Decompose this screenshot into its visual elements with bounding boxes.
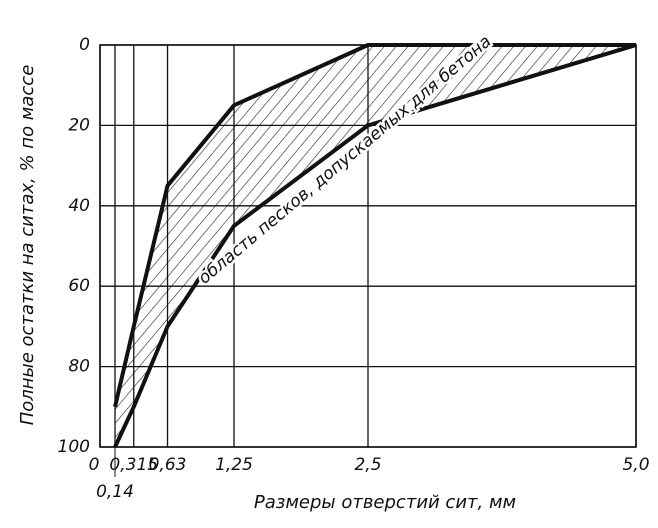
x-tick-label: 5,0 (622, 455, 649, 475)
y-tick-label: 60 (68, 276, 90, 296)
y-tick-label: 100 (58, 437, 90, 457)
x-tick-label: 0,63 (149, 455, 187, 475)
x-tick-label: 0,315 (109, 455, 158, 475)
x-tick-label: 0 (89, 455, 100, 475)
x-axis-title: Размеры отверстий сит, мм (254, 492, 516, 513)
hatched-area (115, 45, 637, 447)
x-tick-label: 2,5 (354, 455, 381, 475)
y-tick-label: 0 (79, 35, 90, 55)
x-tick-label: 1,25 (215, 455, 253, 475)
y-axis-title: Полные остатки на ситах, % по массе (17, 65, 38, 426)
curve (113, 43, 637, 448)
x-tick-label: 0,14 (96, 482, 134, 502)
curve (113, 43, 636, 408)
y-tick-label: 20 (68, 115, 90, 135)
y-tick-label: 40 (68, 196, 90, 216)
y-tick-label: 80 (68, 357, 90, 377)
